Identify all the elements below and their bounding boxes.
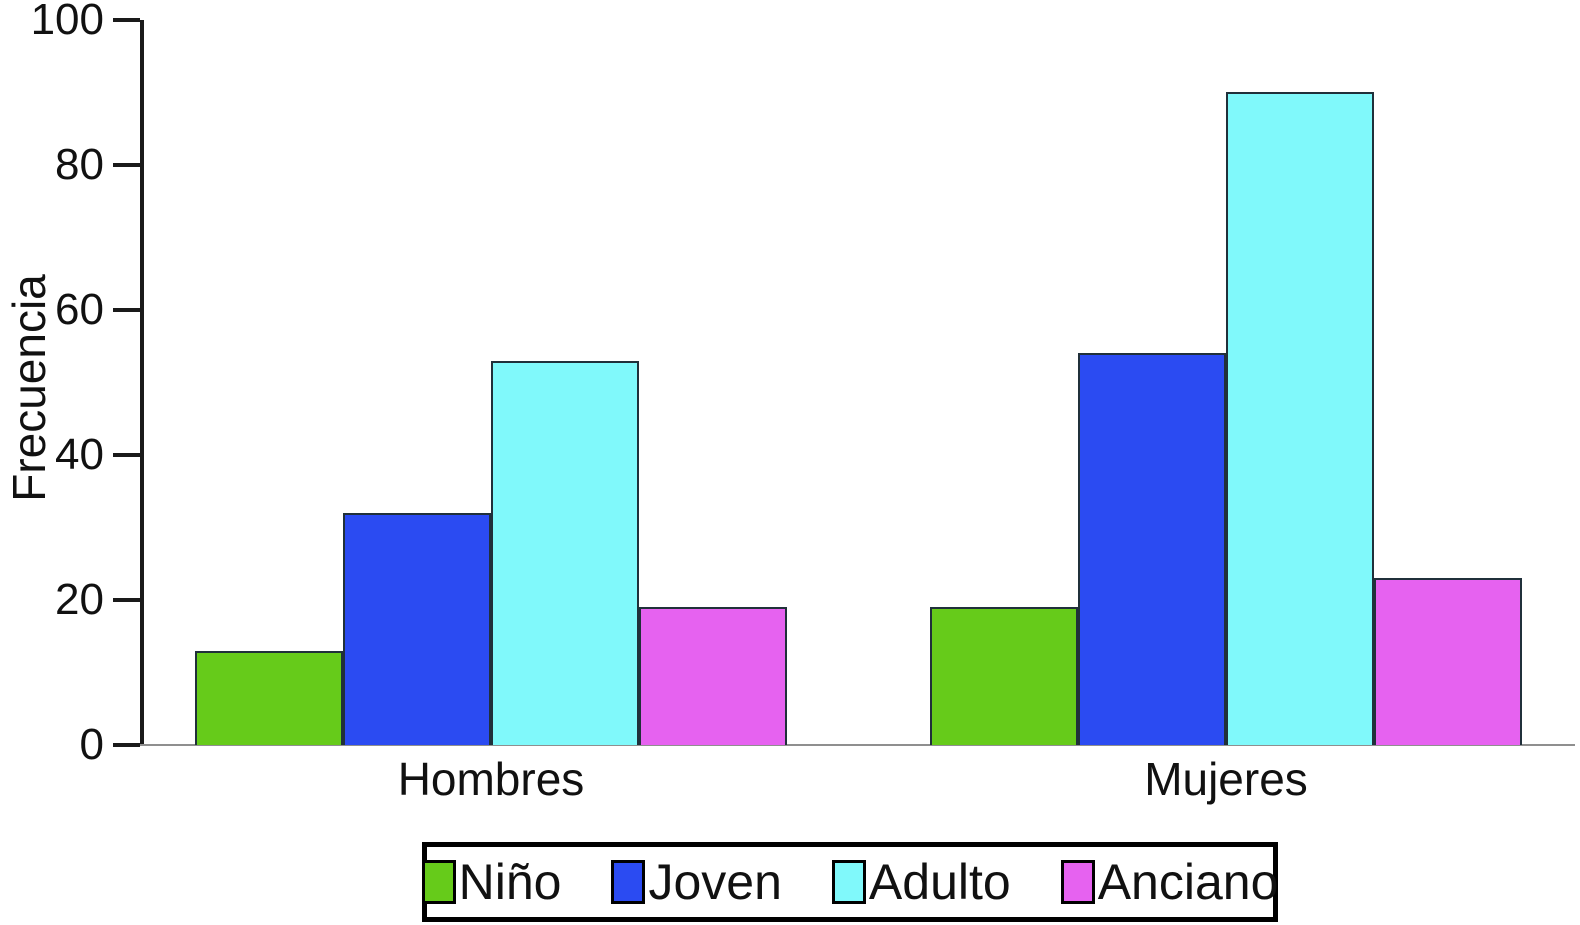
y-tick-label-40: 40 [55, 430, 104, 479]
x-category-label-hombres: Hombres [397, 753, 585, 805]
plot-area [140, 20, 1580, 745]
legend-item-joven: Joven [611, 854, 782, 910]
y-tick-40 [113, 453, 140, 457]
y-tick-label-0: 0 [79, 720, 104, 769]
legend-swatch-niño [421, 860, 456, 904]
y-tick-label-60: 60 [55, 285, 104, 334]
legend-item-adulto: Adulto [831, 854, 1011, 910]
bar-hombres-joven [343, 513, 491, 745]
x-axis-line [125, 744, 1575, 746]
y-tick-20 [113, 598, 140, 602]
bar-mujeres-niño [930, 607, 1078, 745]
legend: Niño Joven Adulto Anciano [421, 842, 1279, 922]
bar-hombres-adulto [491, 361, 639, 745]
bar-hombres-anciano [639, 607, 787, 745]
y-tick-60 [113, 308, 140, 312]
legend-label-joven: Joven [648, 854, 782, 910]
y-tick-label-20: 20 [55, 575, 104, 624]
legend-label-anciano: Anciano [1097, 854, 1279, 910]
y-tick-label-80: 80 [55, 140, 104, 189]
legend-label-adulto: Adulto [868, 854, 1011, 910]
bar-hombres-niño [195, 651, 343, 745]
y-axis-line [140, 20, 144, 746]
x-category-label-mujeres: Mujeres [1144, 753, 1308, 805]
y-axis-title: Frecuencia [3, 274, 55, 502]
bar-mujeres-anciano [1374, 578, 1522, 745]
y-tick-label-100: 100 [30, 0, 104, 44]
legend-swatch-joven [611, 860, 646, 904]
y-tick-0 [113, 743, 140, 747]
y-tick-100 [113, 18, 140, 22]
legend-item-anciano: Anciano [1060, 854, 1279, 910]
legend-swatch-anciano [1060, 860, 1095, 904]
y-tick-80 [113, 163, 140, 167]
legend-label-niño: Niño [458, 854, 562, 910]
legend-item-niño: Niño [421, 854, 562, 910]
bar-mujeres-adulto [1226, 92, 1374, 745]
bar-mujeres-joven [1078, 353, 1226, 745]
legend-swatch-adulto [831, 860, 866, 904]
